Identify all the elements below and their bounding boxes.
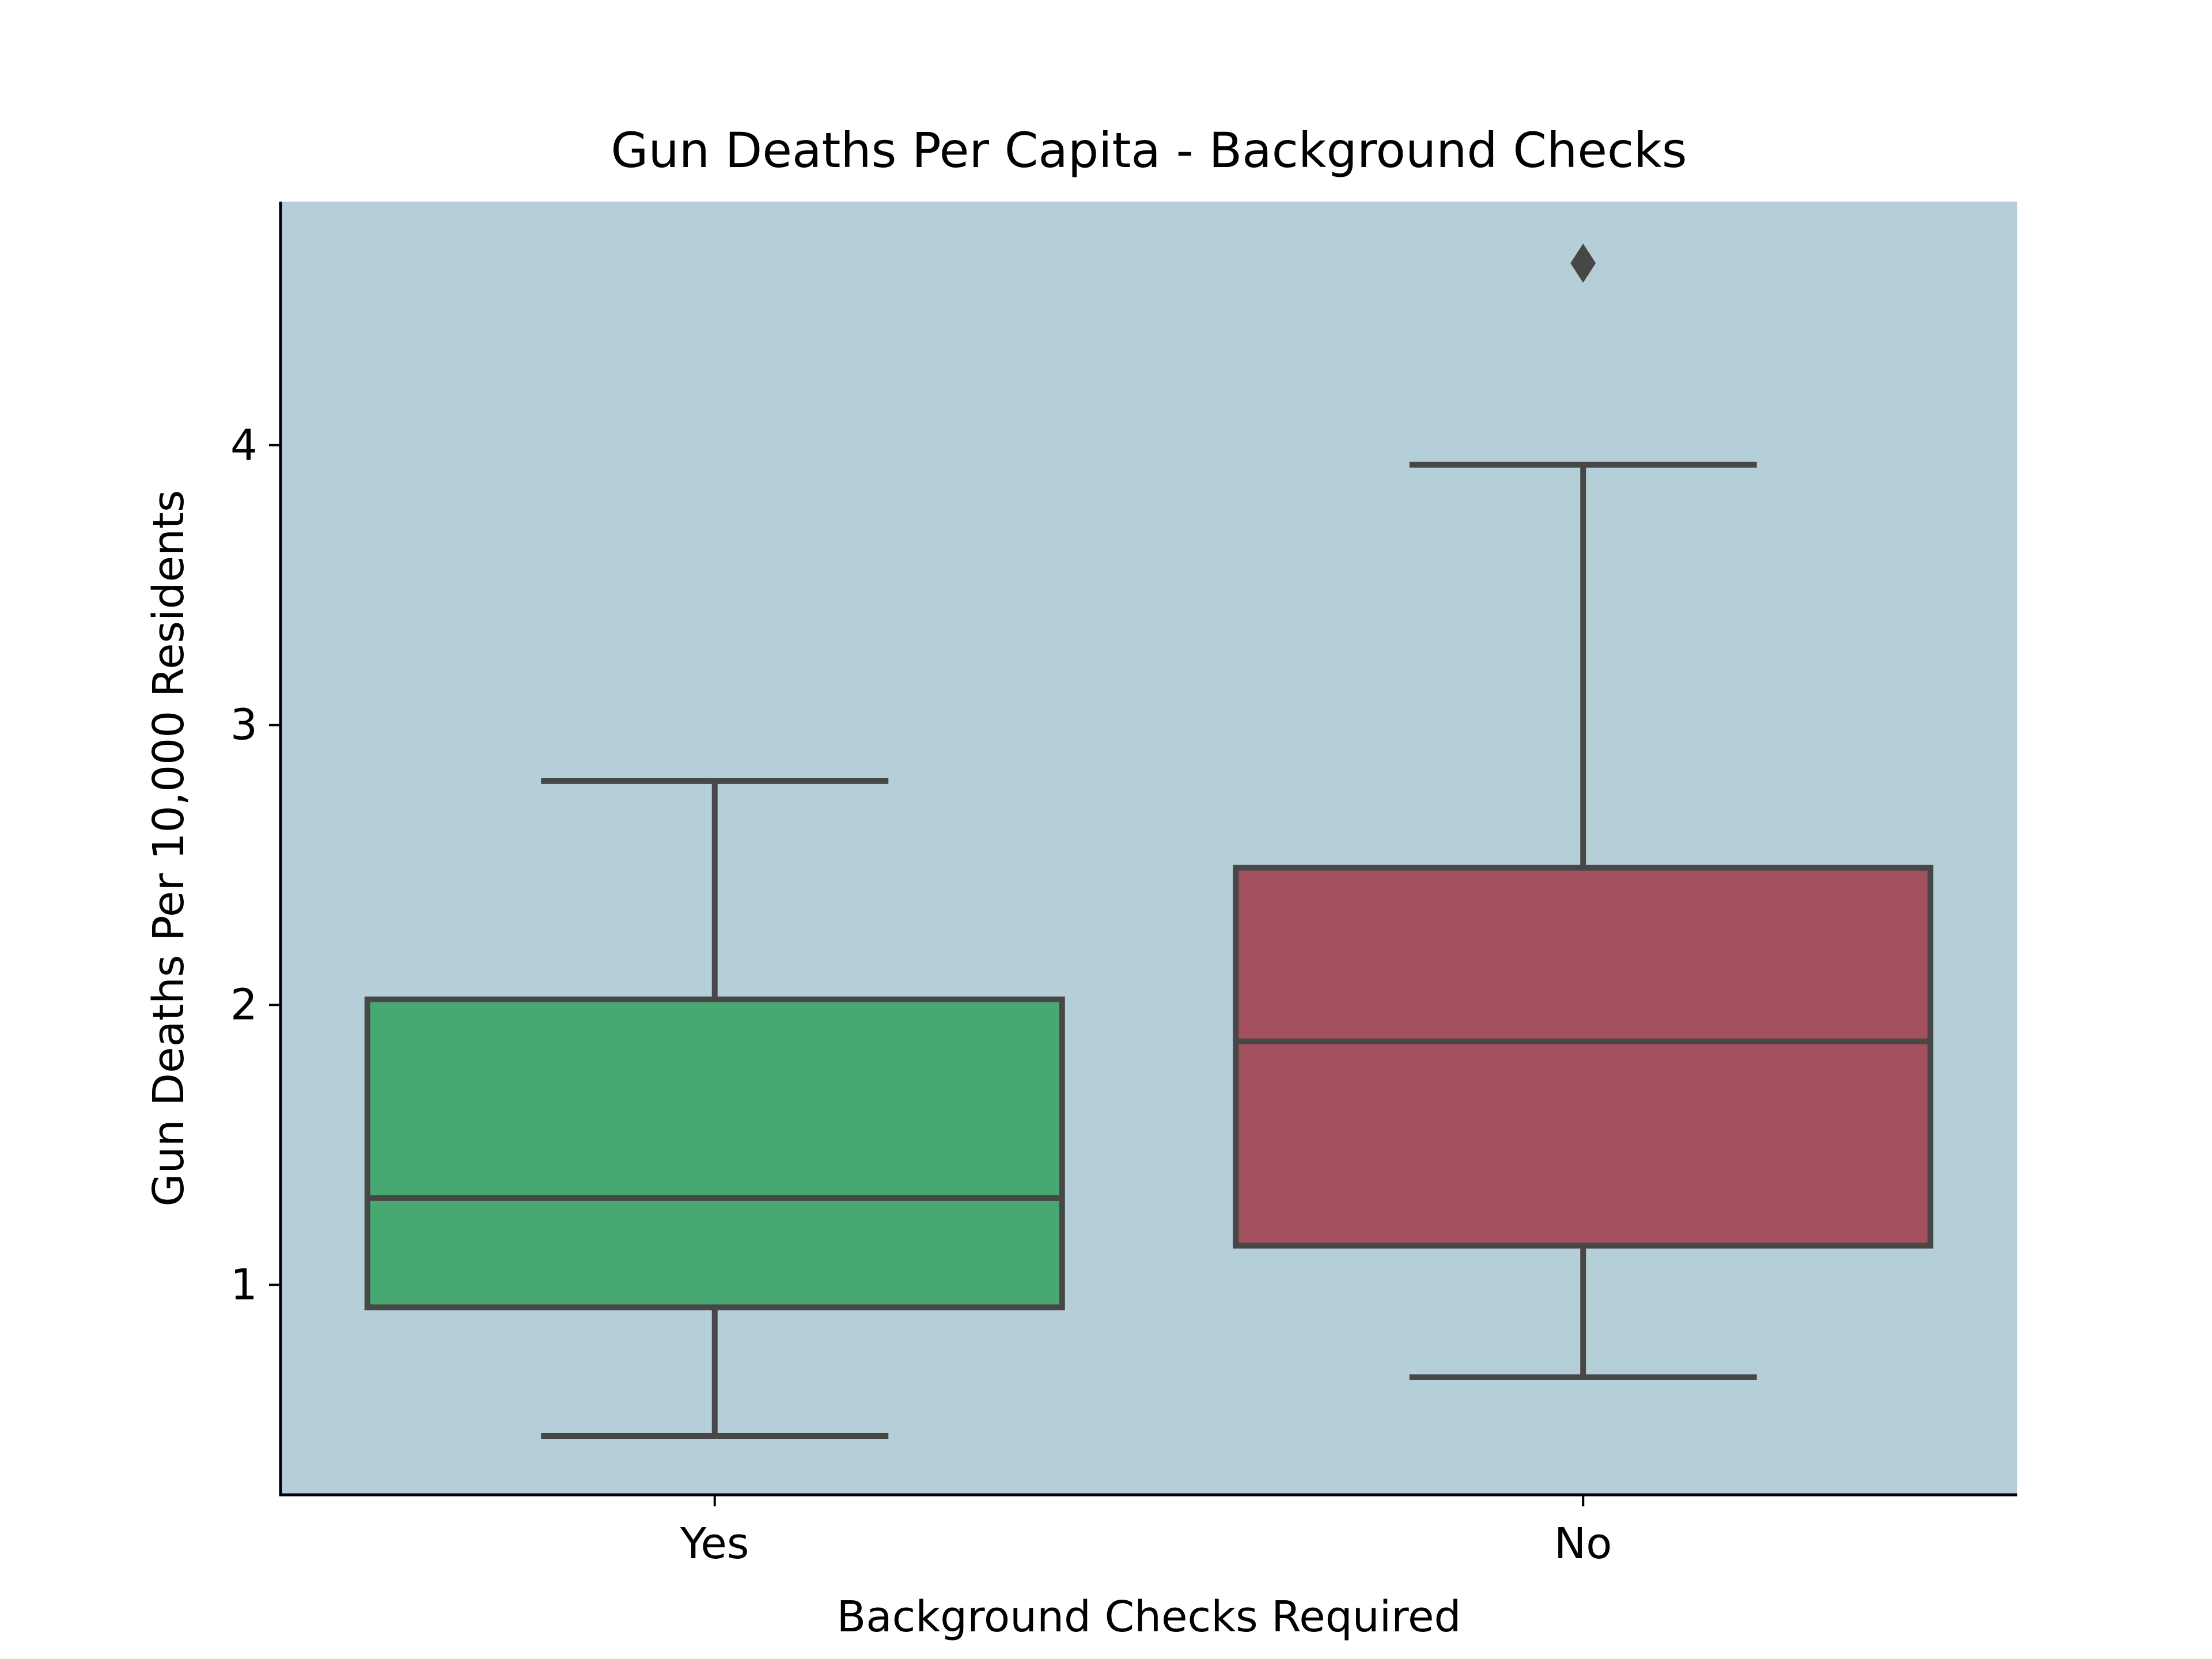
- x-tick-label-yes: Yes: [680, 1519, 749, 1569]
- iqr-box: [1233, 865, 1934, 1249]
- box-no: [1233, 243, 1934, 1380]
- y-tick-label: 4: [230, 421, 257, 470]
- box-yes: [364, 778, 1065, 1439]
- y-axis-label: Gun Deaths Per 10,000 Residents: [144, 490, 194, 1206]
- y-tick-label: 1: [230, 1260, 257, 1310]
- axes-layer: [279, 202, 2017, 1497]
- x-axis-label: Background Checks Required: [836, 1592, 1461, 1642]
- x-tick-label-no: No: [1554, 1519, 1612, 1569]
- outlier-point: [1570, 243, 1596, 283]
- iqr-box: [364, 996, 1065, 1310]
- y-tick-label: 3: [230, 700, 257, 750]
- chart-title: Gun Deaths Per Capita - Background Check…: [611, 122, 1687, 179]
- ticks-layer: 1 2 3 4 Yes No: [230, 421, 1612, 1569]
- y-tick-label: 2: [230, 980, 257, 1030]
- boxes-layer: [364, 243, 1934, 1439]
